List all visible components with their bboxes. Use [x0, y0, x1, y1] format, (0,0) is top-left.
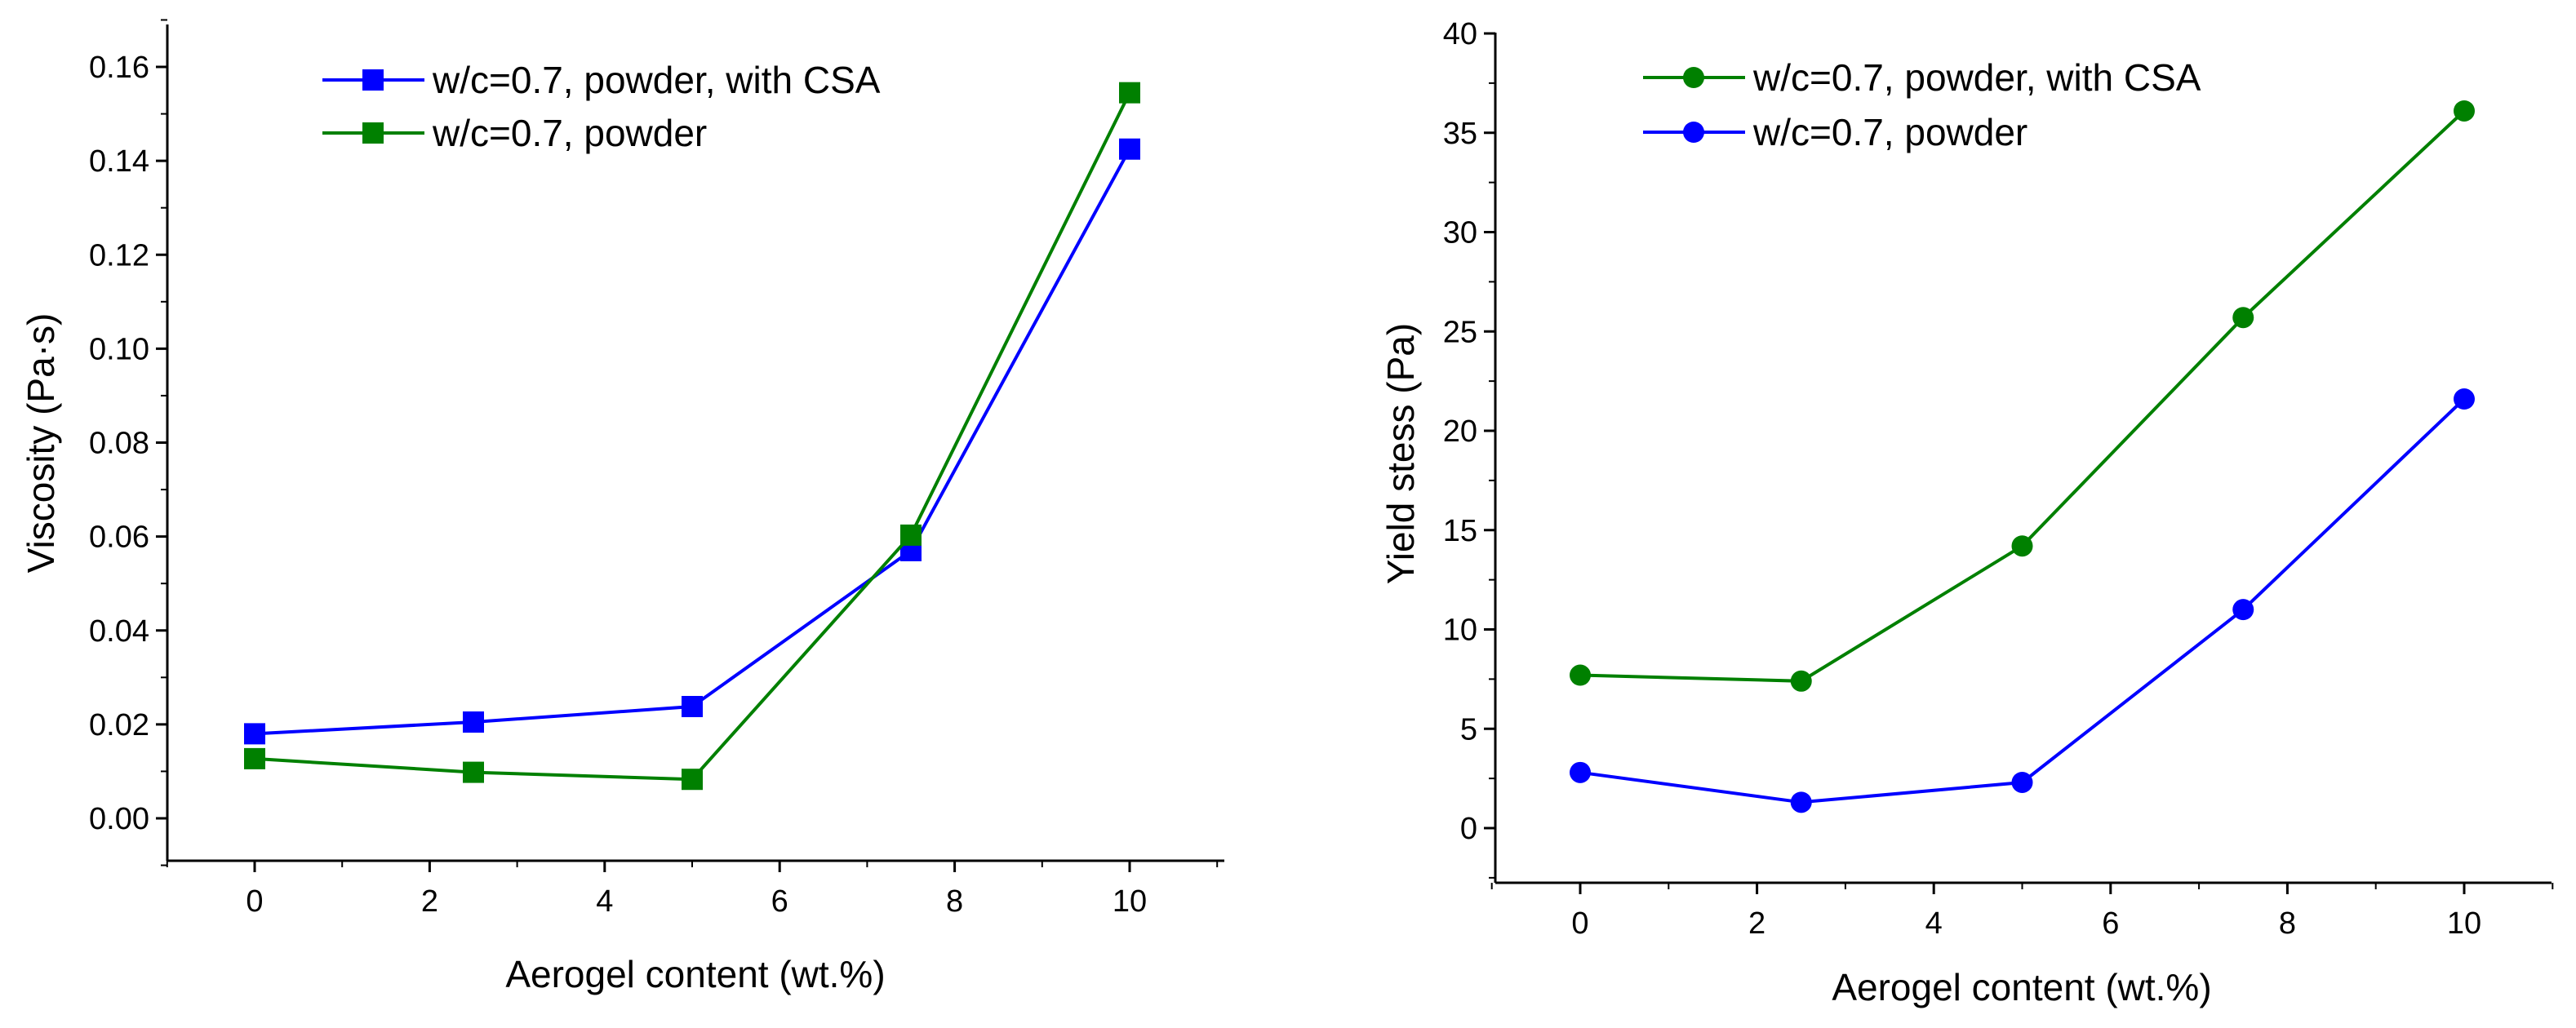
right-ytick-label: 25 — [1443, 315, 1477, 349]
left-xtick-label: 4 — [596, 884, 613, 919]
left-legend-marker-1 — [362, 69, 384, 91]
right-xtick-label: 4 — [1925, 906, 1943, 941]
left-series-2-point — [1119, 82, 1140, 104]
left-xtick-label: 10 — [1113, 884, 1147, 919]
right-ytick-label: 30 — [1443, 216, 1477, 250]
left-xtick-label: 0 — [246, 884, 263, 919]
left-legend-marker-2 — [362, 122, 384, 144]
right-series-2-point — [2454, 388, 2475, 410]
right-ytick-label: 0 — [1460, 812, 1477, 846]
left-legend-label-1: w/c=0.7, powder, with CSA — [432, 59, 881, 101]
left-series-2-point — [463, 761, 484, 783]
right-series-1-point — [1570, 664, 1591, 686]
right-legend: w/c=0.7, powder, with CSA w/c=0.7, powde… — [1643, 56, 2201, 153]
left-series-1-point — [682, 696, 703, 718]
right-legend-marker-2 — [1683, 122, 1704, 143]
right-ytick-label: 35 — [1443, 117, 1477, 151]
viscosity-chart: 0.00 0.02 0.04 0.06 0.08 0.10 0.12 0.14 0.16 0 2 4… — [20, 19, 1224, 995]
left-series-1-line — [254, 148, 1131, 736]
right-series-1-point — [1790, 670, 1812, 692]
right-series-2-point — [2011, 771, 2033, 793]
right-legend-label-1: w/c=0.7, powder, with CSA — [1752, 56, 2201, 99]
right-x-axis-label: Aerogel content (wt.%) — [1832, 966, 2211, 1008]
left-legend-label-2: w/c=0.7, powder — [432, 112, 707, 154]
right-series-2-point — [1790, 791, 1812, 813]
right-legend-label-2: w/c=0.7, powder — [1752, 111, 2027, 153]
right-legend-marker-1 — [1683, 67, 1704, 88]
left-series-2-line — [254, 91, 1131, 782]
left-series-2-point — [244, 747, 265, 769]
right-xtick-label: 6 — [2102, 906, 2119, 941]
left-series-1-point — [463, 711, 484, 733]
left-xtick-label: 8 — [946, 884, 963, 919]
right-series-2-point — [2232, 599, 2254, 621]
left-ytick-label: 0.08 — [89, 427, 149, 461]
right-series-2-line — [1579, 397, 2466, 804]
right-ytick-label: 10 — [1443, 614, 1477, 648]
right-series-1-point — [2232, 307, 2254, 329]
left-ytick-label: 0.10 — [89, 332, 149, 366]
right-series-1-line — [1579, 109, 2466, 683]
left-x-axis-label: Aerogel content (wt.%) — [505, 953, 885, 995]
right-series-1-point — [2454, 100, 2475, 122]
left-ytick-label: 0.16 — [89, 51, 149, 85]
left-series-2-point — [682, 769, 703, 791]
left-ytick-label: 0.02 — [89, 708, 149, 742]
left-ytick-label: 0.14 — [89, 144, 149, 179]
left-ytick-label: 0.00 — [89, 802, 149, 836]
right-ytick-label: 15 — [1443, 514, 1477, 548]
left-ytick-label: 0.12 — [89, 238, 149, 273]
left-series-2-point — [900, 524, 922, 546]
left-series-1-point — [1119, 138, 1140, 160]
right-ytick-label: 5 — [1460, 712, 1477, 747]
right-xtick-label: 10 — [2447, 906, 2481, 941]
left-xtick-label: 6 — [771, 884, 788, 919]
left-legend: w/c=0.7, powder, with CSA w/c=0.7, powde… — [322, 59, 881, 154]
right-series-2-point — [1570, 761, 1591, 783]
yield-stress-chart: 0 5 10 15 20 25 30 35 40 0 2 4 6 8 10 Aerogel content… — [1379, 17, 2554, 1008]
left-xtick-label: 2 — [421, 884, 438, 919]
left-ytick-label: 0.04 — [89, 614, 149, 649]
right-ytick-label: 40 — [1443, 17, 1477, 51]
right-series-1-point — [2011, 535, 2033, 557]
right-xtick-label: 2 — [1748, 906, 1765, 941]
right-xtick-label: 0 — [1571, 906, 1588, 941]
right-ytick-label: 20 — [1443, 414, 1477, 449]
left-y-axis-label: Viscosity (Pa·s) — [20, 313, 62, 574]
left-series-1-point — [244, 723, 265, 745]
right-y-axis-label: Yield stess (Pa) — [1379, 323, 1422, 584]
left-ytick-label: 0.06 — [89, 521, 149, 555]
right-xtick-label: 8 — [2279, 906, 2296, 941]
